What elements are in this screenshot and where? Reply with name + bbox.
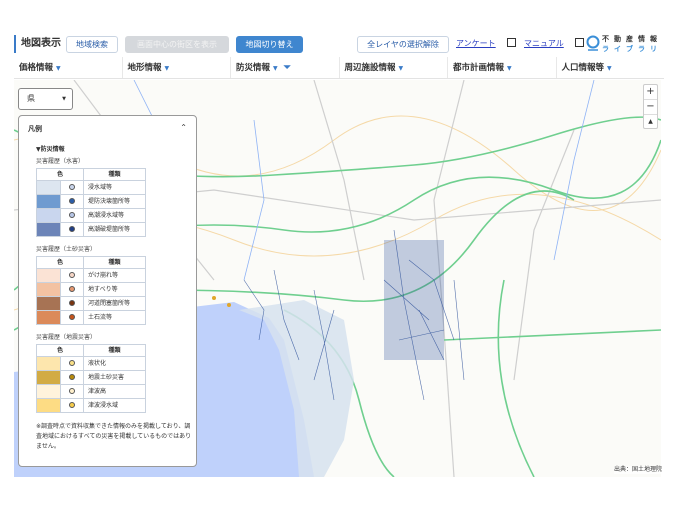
marker-dot-icon xyxy=(69,212,75,218)
color-swatch xyxy=(36,384,61,399)
legend-label: 高潮浸水域等 xyxy=(83,208,146,223)
legend-label: 堤防決壊箇所等 xyxy=(83,194,146,209)
legend-label: 地震土砂災害 xyxy=(83,370,146,385)
marker-dot-icon xyxy=(69,226,75,232)
nav-terrain[interactable]: 地形情報 ▼ xyxy=(123,57,231,78)
legend-label: 河道閉塞箇所等 xyxy=(83,296,146,311)
legend-row: 土石流等 xyxy=(36,310,146,325)
legend-row: がけ崩れ等 xyxy=(36,268,146,283)
legend-table: 色種類 浸水域等 堤防決壊箇所等 高潮浸水域等 高潮破堤箇所等 xyxy=(36,168,146,237)
marker-dot-icon xyxy=(69,374,75,380)
legend-label: 液状化 xyxy=(83,356,146,371)
nav-population[interactable]: 人口情報等 ▼ xyxy=(561,63,612,73)
col-type: 種類 xyxy=(83,256,146,269)
external-link-icon xyxy=(507,38,516,47)
legend-row: 地すべり等 xyxy=(36,282,146,297)
legend-row: 高潮破堤箇所等 xyxy=(36,222,146,237)
legend-row: 河道閉塞箇所等 xyxy=(36,296,146,311)
legend-row: 津波浸水域 xyxy=(36,398,146,413)
legend-group-caption: 災害履歴（地震災害） xyxy=(36,334,97,341)
legend-panel: 凡例 ⌃ ▼防災情報 災害履歴（水害）色種類 浸水域等 堤防決壊箇所等 高潮浸水域等高… xyxy=(18,115,197,467)
zoom-out-button[interactable]: − xyxy=(644,100,657,115)
switch-map-button[interactable]: 地図切り替え xyxy=(236,36,303,53)
legend-label: がけ崩れ等 xyxy=(83,268,146,283)
color-swatch xyxy=(36,370,61,385)
logo-text-bottom: ライブラリ xyxy=(602,45,662,53)
legend-label: 土石流等 xyxy=(83,310,146,325)
clear-layers-button[interactable]: 全レイヤの選択解除 xyxy=(357,36,449,53)
col-color: 色 xyxy=(36,344,84,357)
map-attribution: 出典：国土地理院 xyxy=(614,466,663,474)
filter-icon: ⏷ xyxy=(283,63,291,73)
nav-price[interactable]: 価格情報 ▼ xyxy=(14,57,123,78)
legend-title: 凡例 xyxy=(28,125,42,133)
color-swatch xyxy=(36,180,61,195)
legend-label: 津波高 xyxy=(83,384,146,399)
region-search-button[interactable]: 地域検索 xyxy=(66,36,118,53)
logo-icon xyxy=(586,35,600,51)
legend-table: 色種類 液状化 地震土砂災害 津波高 津波浸水域 xyxy=(36,344,146,413)
survey-link[interactable]: アンケート xyxy=(456,39,496,48)
color-swatch xyxy=(36,194,61,209)
color-swatch xyxy=(36,268,61,283)
header: 地図表示 地域検索 画面中心の街区を表示 地図切り替え 全レイヤの選択解除 アン… xyxy=(14,35,664,55)
caret-down-icon: ▼ xyxy=(62,96,66,102)
marker-dot-icon xyxy=(69,300,75,306)
color-swatch xyxy=(36,296,61,311)
color-swatch xyxy=(36,208,61,223)
col-type: 種類 xyxy=(83,344,146,357)
col-color: 色 xyxy=(36,256,84,269)
legend-row: 高潮浸水域等 xyxy=(36,208,146,223)
legend-label: 高潮破堤箇所等 xyxy=(83,222,146,237)
col-type: 種類 xyxy=(83,168,146,181)
color-swatch xyxy=(36,310,61,325)
nav-disaster[interactable]: 防災情報 ▼ ⏷ xyxy=(231,57,340,78)
logo-text-top: 不動産情報 xyxy=(602,35,662,43)
color-swatch xyxy=(36,222,61,237)
legend-table: 色種類 がけ崩れ等 地すべり等 河道閉塞箇所等 土石流等 xyxy=(36,256,146,325)
collapse-chevron-icon[interactable]: ⌃ xyxy=(180,123,187,132)
category-nav: 価格情報 ▼ 地形情報 ▼ 防災情報 ▼ ⏷ 周辺施設情報 ▼ 都市計画情報 ▼ 人口情報等… xyxy=(14,57,664,79)
marker-dot-icon xyxy=(69,402,75,408)
legend-row: 津波高 xyxy=(36,384,146,399)
legend-row: 液状化 xyxy=(36,356,146,371)
map-zoom-controls: + − ▲ xyxy=(643,84,658,129)
external-link-icon xyxy=(575,38,584,47)
legend-row: 堤防決壊箇所等 xyxy=(36,194,146,209)
color-swatch xyxy=(36,398,61,413)
marker-dot-icon xyxy=(69,388,75,394)
marker-dot-icon xyxy=(69,286,75,292)
legend-row: 浸水域等 xyxy=(36,180,146,195)
manual-link[interactable]: マニュアル xyxy=(524,39,564,48)
legend-row: 地震土砂災害 xyxy=(36,370,146,385)
col-color: 色 xyxy=(36,168,84,181)
marker-dot-icon xyxy=(69,198,75,204)
logo: 不動産情報 ライブラリ xyxy=(586,35,666,55)
nav-facilities[interactable]: 周辺施設情報 ▼ xyxy=(340,57,448,78)
color-swatch xyxy=(36,282,61,297)
marker-dot-icon xyxy=(69,184,75,190)
zoom-in-button[interactable]: + xyxy=(644,85,657,100)
nav-city-planning[interactable]: 都市計画情報 ▼ xyxy=(448,57,557,78)
show-block-button[interactable]: 画面中心の街区を表示 xyxy=(125,36,229,53)
north-icon[interactable]: ▲ xyxy=(648,118,653,125)
color-swatch xyxy=(36,356,61,371)
marker-dot-icon xyxy=(69,272,75,278)
marker-dot-icon xyxy=(69,314,75,320)
page-title: 地図表示 xyxy=(14,35,61,53)
prefecture-select[interactable]: 県 ▼ xyxy=(18,88,73,110)
legend-section[interactable]: ▼防災情報 xyxy=(36,146,65,153)
legend-label: 浸水域等 xyxy=(83,180,146,195)
legend-label: 津波浸水域 xyxy=(83,398,146,413)
legend-group-caption: 災害履歴（水害） xyxy=(36,158,85,165)
marker-dot-icon xyxy=(69,360,75,366)
legend-label: 地すべり等 xyxy=(83,282,146,297)
legend-group-caption: 災害履歴（土砂災害） xyxy=(36,246,97,253)
legend-note: ※調査時点で資料収集できた情報のみを掲載しており、調査地域におけるすべての災害を… xyxy=(36,423,192,450)
